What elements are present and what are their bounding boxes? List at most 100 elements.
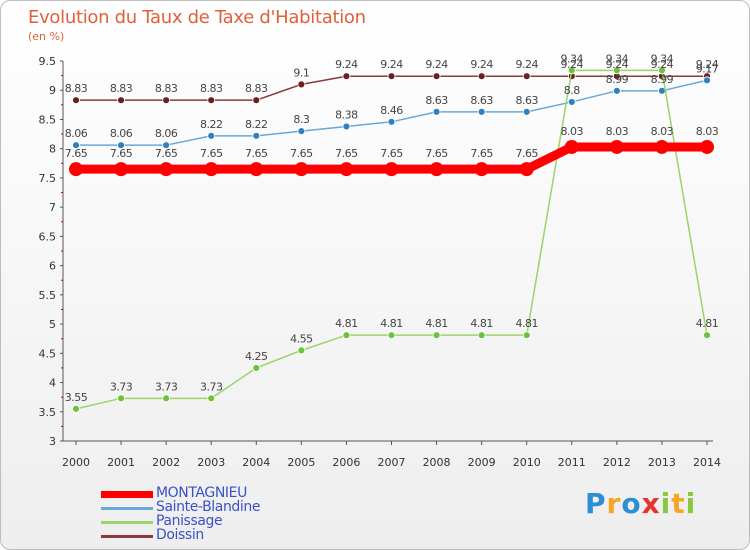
data-point-montagnieu <box>249 162 264 177</box>
logo-letter: t <box>671 487 686 520</box>
data-point-sainte-blandine <box>342 122 351 131</box>
x-tick-label: 2001 <box>107 456 135 469</box>
data-label-sainte-blandine: 8.99 <box>606 73 629 86</box>
legend-label-panissage: Panissage <box>156 513 223 529</box>
data-label-panissage: 4.25 <box>245 350 268 363</box>
y-tick-label: 9 <box>49 84 56 97</box>
data-point-doissin <box>387 72 396 81</box>
data-label-montagnieu: 8.03 <box>561 125 584 138</box>
logo-letter: P <box>585 487 607 520</box>
data-point-doissin <box>162 96 171 105</box>
data-label-doissin: 9.24 <box>561 58 584 71</box>
y-tick-label: 7 <box>49 201 56 214</box>
data-point-panissage <box>522 331 531 340</box>
data-point-montagnieu <box>69 162 83 177</box>
data-label-doissin: 9.24 <box>651 58 674 71</box>
data-label-montagnieu: 7.65 <box>425 147 448 160</box>
data-point-panissage <box>297 346 306 355</box>
y-tick-label: 7.5 <box>39 172 57 185</box>
x-tick-label: 2011 <box>558 456 586 469</box>
data-label-montagnieu: 7.65 <box>110 147 133 160</box>
x-tick-label: 2014 <box>693 456 721 469</box>
data-point-sainte-blandine <box>522 107 531 116</box>
data-label-doissin: 9.24 <box>380 58 403 71</box>
data-point-doissin <box>297 80 306 89</box>
data-point-sainte-blandine <box>703 76 711 85</box>
data-label-panissage: 4.55 <box>290 332 313 345</box>
data-label-panissage: 3.73 <box>155 380 178 393</box>
x-tick-label: 2009 <box>468 456 496 469</box>
data-point-panissage <box>162 394 171 403</box>
data-point-doissin <box>432 72 441 81</box>
data-point-montagnieu <box>519 162 534 177</box>
data-label-doissin: 9.24 <box>425 58 448 71</box>
data-label-panissage: 4.81 <box>470 317 493 330</box>
data-point-doissin <box>252 96 261 105</box>
logo-letter: i <box>685 487 697 520</box>
data-point-panissage <box>477 331 486 340</box>
data-point-sainte-blandine <box>252 131 261 140</box>
data-point-panissage <box>252 364 261 372</box>
data-point-montagnieu <box>384 162 399 177</box>
data-label-sainte-blandine: 8.46 <box>380 104 403 117</box>
logo-letter: x <box>641 487 661 520</box>
data-label-montagnieu: 8.03 <box>651 125 674 138</box>
y-tick-label: 4.5 <box>39 347 57 360</box>
legend-label-sainte-blandine: Sainte-Blandine <box>156 499 261 515</box>
y-tick-label: 6 <box>49 260 56 273</box>
data-point-montagnieu <box>114 162 129 177</box>
data-label-montagnieu: 8.03 <box>696 125 719 138</box>
data-point-montagnieu <box>429 162 444 177</box>
y-tick-label: 3 <box>49 435 56 448</box>
data-point-montagnieu <box>204 162 219 177</box>
data-point-montagnieu <box>564 139 579 154</box>
legend-swatch-montagnieu <box>101 491 153 498</box>
data-point-montagnieu <box>654 139 669 154</box>
data-point-sainte-blandine <box>207 131 216 140</box>
data-label-panissage: 4.81 <box>425 317 448 330</box>
data-label-doissin: 8.83 <box>155 82 178 95</box>
data-label-sainte-blandine: 9.17 <box>696 62 719 75</box>
data-point-doissin <box>342 72 351 81</box>
data-label-panissage: 3.73 <box>110 380 133 393</box>
y-tick-label: 8 <box>49 143 56 156</box>
data-label-doissin: 9.1 <box>293 66 309 79</box>
data-label-panissage: 4.81 <box>380 317 403 330</box>
data-point-doissin <box>117 96 125 105</box>
x-tick-label: 2010 <box>513 456 541 469</box>
data-label-doissin: 9.24 <box>470 58 493 71</box>
data-point-doissin <box>477 72 486 81</box>
data-label-sainte-blandine: 8.22 <box>200 118 223 131</box>
data-point-panissage <box>658 66 666 75</box>
data-label-montagnieu: 7.65 <box>470 147 493 160</box>
y-tick-label: 5.5 <box>39 289 57 302</box>
data-point-montagnieu <box>159 162 174 177</box>
legend-swatch-doissin <box>101 535 153 538</box>
data-label-panissage: 9.34 <box>606 52 629 65</box>
data-point-sainte-blandine <box>432 107 441 116</box>
x-tick-label: 2004 <box>242 456 270 469</box>
data-point-sainte-blandine <box>297 127 306 136</box>
y-tick-label: 5 <box>49 318 56 331</box>
data-label-montagnieu: 7.65 <box>200 147 223 160</box>
data-point-panissage <box>72 404 80 413</box>
y-tick-label: 6.5 <box>39 230 57 243</box>
logo-letter: o <box>621 487 642 520</box>
data-point-doissin <box>72 96 80 105</box>
data-point-montagnieu <box>609 139 624 154</box>
data-label-sainte-blandine: 8.3 <box>293 113 309 126</box>
legend-label-montagnieu: MONTAGNIEU <box>156 485 247 501</box>
y-tick-label: 8.5 <box>39 113 57 126</box>
data-label-doissin: 8.83 <box>200 82 223 95</box>
x-tick-label: 2012 <box>603 456 631 469</box>
data-point-panissage <box>432 331 441 340</box>
data-label-doissin: 8.83 <box>245 82 268 95</box>
x-tick-label: 2013 <box>648 456 676 469</box>
y-tick-label: 9.5 <box>39 55 57 68</box>
data-point-montagnieu <box>339 162 354 177</box>
legend-label-doissin: Doissin <box>156 527 204 543</box>
data-label-panissage: 4.81 <box>696 317 719 330</box>
data-label-doissin: 9.24 <box>606 58 629 71</box>
